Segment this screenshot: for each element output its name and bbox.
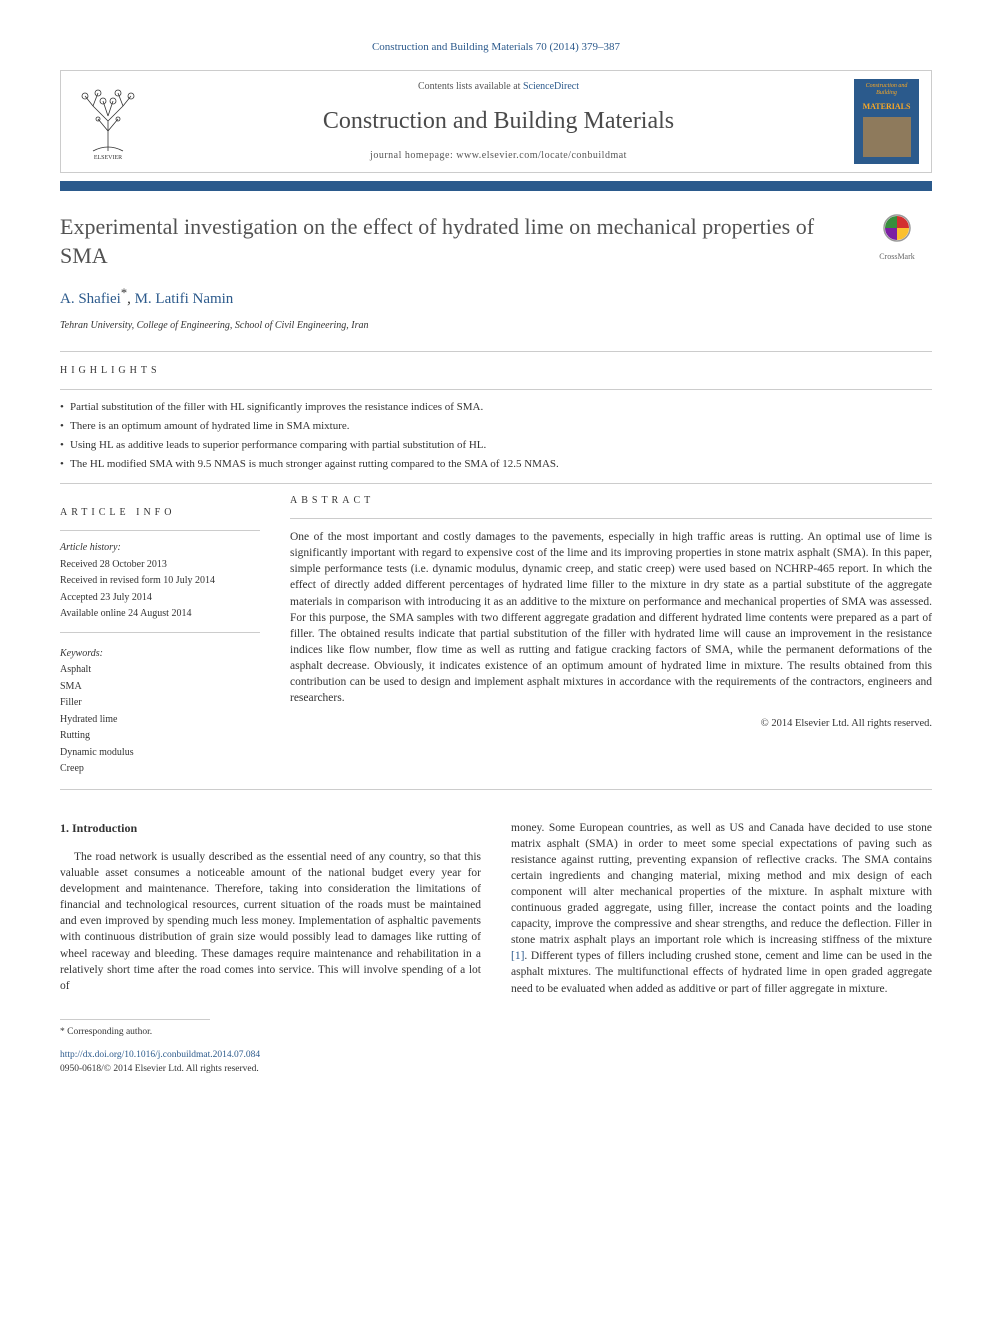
- keyword: SMA: [60, 680, 260, 695]
- body-paragraph: The road network is usually described as…: [60, 849, 481, 994]
- crossmark-label: CrossMark: [862, 251, 932, 263]
- keyword: Filler: [60, 696, 260, 711]
- homepage-url[interactable]: www.elsevier.com/locate/conbuildmat: [456, 150, 627, 161]
- divider: [60, 389, 932, 390]
- crossmark-icon: [882, 213, 912, 243]
- abstract-label: ABSTRACT: [290, 494, 932, 509]
- body-column-left: 1. Introduction The road network is usua…: [60, 820, 481, 997]
- history-heading: Article history:: [60, 541, 260, 556]
- affiliation: Tehran University, College of Engineerin…: [60, 319, 932, 334]
- history-accepted: Accepted 23 July 2014: [60, 591, 260, 606]
- history-revised: Received in revised form 10 July 2014: [60, 574, 260, 589]
- highlight-item: Partial substitution of the filler with …: [60, 400, 932, 416]
- keywords-heading: Keywords:: [60, 647, 260, 662]
- crossmark-badge[interactable]: CrossMark: [862, 213, 932, 262]
- cover-title-line2: MATERIALS: [854, 101, 919, 113]
- abstract-text: One of the most important and costly dam…: [290, 529, 932, 706]
- keyword: Asphalt: [60, 663, 260, 678]
- color-bar: [60, 181, 932, 191]
- homepage-prefix: journal homepage:: [370, 150, 456, 161]
- author-1[interactable]: A. Shafiei: [60, 291, 121, 307]
- divider: [60, 530, 260, 531]
- journal-cover-thumbnail: Construction and Building MATERIALS: [854, 79, 919, 164]
- section-heading-introduction: 1. Introduction: [60, 820, 481, 837]
- history-online: Available online 24 August 2014: [60, 607, 260, 622]
- cover-title-line1: Construction and Building: [854, 79, 919, 101]
- title-row: Experimental investigation on the effect…: [60, 213, 932, 270]
- article-info-label: ARTICLE INFO: [60, 506, 260, 521]
- body-columns: 1. Introduction The road network is usua…: [60, 820, 932, 997]
- highlight-item: There is an optimum amount of hydrated l…: [60, 419, 932, 435]
- doi-link[interactable]: http://dx.doi.org/10.1016/j.conbuildmat.…: [60, 1049, 932, 1063]
- divider: [290, 518, 932, 519]
- footnote-separator: [60, 1019, 210, 1020]
- body-text-frag: . Different types of fillers including c…: [511, 950, 932, 994]
- article-title: Experimental investigation on the effect…: [60, 213, 842, 270]
- body-text-frag: money. Some European countries, as well …: [511, 822, 932, 947]
- journal-header-box: ELSEVIER Contents lists available at Sci…: [60, 70, 932, 173]
- citation-header: Construction and Building Materials 70 (…: [60, 40, 932, 56]
- corresponding-author-footnote: * Corresponding author.: [60, 1026, 932, 1040]
- bottom-copyright: 0950-0618/© 2014 Elsevier Ltd. All right…: [60, 1063, 932, 1077]
- abstract-column: ABSTRACT One of the most important and c…: [290, 494, 932, 779]
- divider: [60, 351, 932, 352]
- keyword: Hydrated lime: [60, 713, 260, 728]
- keyword: Creep: [60, 762, 260, 777]
- author-1-marker: *: [121, 286, 127, 300]
- header-center: Contents lists available at ScienceDirec…: [143, 80, 854, 164]
- journal-name: Construction and Building Materials: [153, 104, 844, 139]
- svg-text:ELSEVIER: ELSEVIER: [94, 155, 122, 161]
- divider: [60, 632, 260, 633]
- highlight-item: The HL modified SMA with 9.5 NMAS is muc…: [60, 457, 932, 473]
- highlights-list: Partial substitution of the filler with …: [60, 400, 932, 473]
- copyright-text: © 2014 Elsevier Ltd. All rights reserved…: [290, 716, 932, 731]
- authors: A. Shafiei*, M. Latifi Namin: [60, 284, 932, 311]
- highlight-item: Using HL as additive leads to superior p…: [60, 438, 932, 454]
- author-2[interactable]: M. Latifi Namin: [135, 291, 234, 307]
- keyword: Rutting: [60, 729, 260, 744]
- contents-available: Contents lists available at ScienceDirec…: [153, 80, 844, 95]
- contents-prefix: Contents lists available at: [418, 81, 523, 92]
- keywords-block: Keywords: Asphalt SMA Filler Hydrated li…: [60, 647, 260, 777]
- history-received: Received 28 October 2013: [60, 558, 260, 573]
- cover-image: [863, 117, 911, 157]
- divider: [60, 789, 932, 790]
- info-abstract-row: ARTICLE INFO Article history: Received 2…: [60, 494, 932, 779]
- highlights-label: HIGHLIGHTS: [60, 364, 932, 379]
- journal-homepage: journal homepage: www.elsevier.com/locat…: [153, 149, 844, 164]
- keyword: Dynamic modulus: [60, 746, 260, 761]
- article-info-column: ARTICLE INFO Article history: Received 2…: [60, 494, 260, 779]
- body-paragraph: money. Some European countries, as well …: [511, 820, 932, 997]
- elsevier-logo: ELSEVIER: [73, 81, 143, 161]
- divider: [60, 483, 932, 484]
- sciencedirect-link[interactable]: ScienceDirect: [523, 81, 579, 92]
- body-column-right: money. Some European countries, as well …: [511, 820, 932, 997]
- reference-link[interactable]: [1]: [511, 950, 524, 962]
